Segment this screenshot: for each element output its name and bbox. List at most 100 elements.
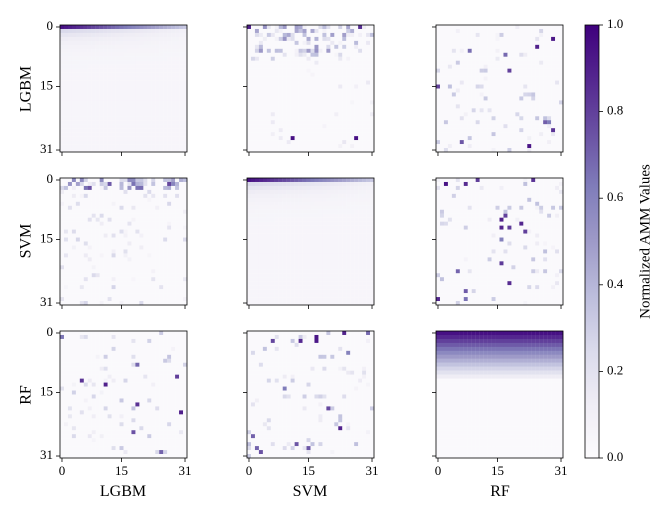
heatmap-cell [346,28,351,34]
heatmap-cell [302,217,307,222]
heatmap-cell [535,32,540,38]
heatmap-cell [314,144,319,149]
heatmap-cell [358,144,363,149]
heatmap-cell [483,28,488,34]
heatmap-cell [310,225,315,230]
heatmap-cell [459,96,464,101]
heatmap-cell [99,197,104,202]
heatmap-cell [318,108,323,113]
heatmap-cell [539,96,544,101]
heatmap-cell [459,100,464,105]
heatmap-cell [127,132,132,137]
heatmap-cell [443,96,449,101]
heatmap-cell [91,136,96,141]
heatmap-cell [167,285,172,290]
heatmap-cell [60,189,65,195]
heatmap-cell [447,48,453,53]
heatmap-cell [547,108,552,113]
heatmap-cell [119,289,124,294]
heatmap-cell [135,84,140,89]
heatmap-cell [163,72,168,77]
heatmap-cell [75,100,80,105]
heatmap-cell [183,84,188,89]
heatmap-cell [531,132,536,137]
heatmap-cell [286,108,291,113]
heatmap-cell [439,25,445,30]
heatmap-cell [491,28,496,34]
heatmap-cell [539,44,544,49]
heatmap-cell [75,233,80,238]
heatmap-cell [346,261,351,266]
heatmap-cell [151,28,156,34]
heatmap-cell [358,44,363,49]
heatmap-cell [163,281,168,286]
heatmap-cell [254,281,260,286]
heatmap-cell [507,132,512,137]
heatmap-cell [139,40,144,45]
heatmap-cell [143,257,148,262]
heatmap-cell [475,88,480,93]
heatmap-cell [294,68,299,73]
heatmap-cell [274,245,279,250]
heatmap-cell [290,185,295,191]
heatmap-cell [483,64,488,69]
heatmap-cell [147,104,152,109]
heatmap-cell [131,140,136,145]
heatmap-cell [559,28,564,34]
heatmap-cell [366,144,371,149]
heatmap-cell [119,40,124,45]
heatmap-cell [543,28,548,34]
heatmap-cell [302,88,307,93]
heatmap-cell [60,60,65,65]
heatmap-cell [95,128,100,133]
heatmap-cell [350,96,355,101]
heatmap-cell [310,241,315,246]
heatmap-cell [274,108,279,113]
heatmap-cell [87,205,92,210]
heatmap-cell [111,253,116,258]
heatmap-cell [258,241,264,246]
heatmap-cell [467,88,472,93]
heatmap-cell [370,148,375,153]
heatmap-cell [258,144,264,149]
heatmap-cell [459,60,464,65]
heatmap-cell [159,217,164,222]
heatmap-cell [135,281,140,286]
heatmap-cell [183,178,188,183]
heatmap-cell [495,116,500,121]
heatmap-cell [155,92,160,97]
heatmap-cell [318,233,323,238]
heatmap-cell [346,237,351,242]
heatmap-cell [79,201,84,206]
heatmap-cell [179,148,184,153]
heatmap-cell [107,205,112,210]
heatmap-cell [111,293,116,298]
heatmap-cell [555,72,560,77]
heatmap-cell [447,40,453,45]
heatmap-cell [322,269,327,274]
heatmap-cell [547,32,552,38]
heatmap-cell [451,128,456,133]
heatmap-cell [247,178,252,183]
heatmap-cell [298,209,303,214]
heatmap-cell [298,80,303,85]
heatmap-cell [67,273,73,278]
heatmap-cell [346,209,351,214]
heatmap-cell [115,76,120,81]
heatmap-cell [119,60,124,65]
heatmap-cell [519,92,524,97]
heatmap-cell [447,32,453,38]
heatmap-cell [531,76,536,81]
heatmap-cell [107,245,112,250]
heatmap-cell [463,128,468,133]
heatmap-cell [342,185,347,191]
heatmap-cell [258,213,264,218]
heatmap-cell [266,76,271,81]
heatmap-cell [310,213,315,218]
heatmap-cell [103,285,108,290]
heatmap-cell [531,68,536,73]
heatmap-cell [330,209,335,214]
heatmap-cell [298,88,303,93]
heatmap-cell [171,64,176,69]
heatmap-cell [254,52,260,57]
